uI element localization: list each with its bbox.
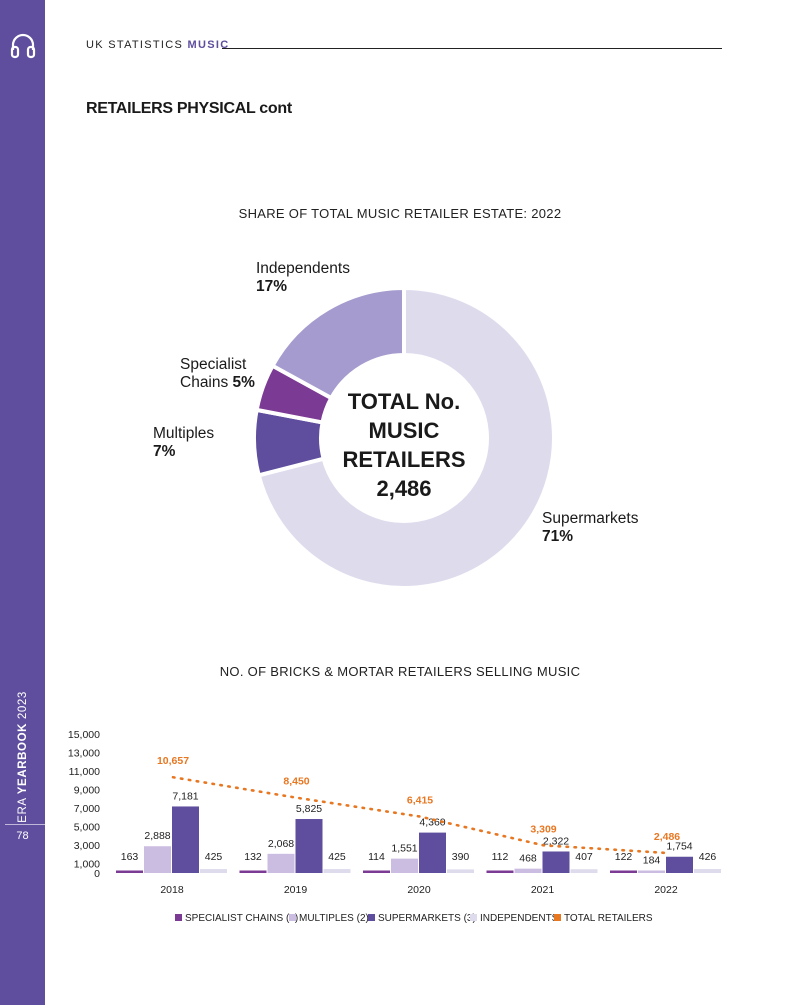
bar-value-label: 7,181 bbox=[172, 790, 198, 802]
bar-value-label: 2,068 bbox=[268, 838, 294, 850]
legend-label-specialist: SPECIALIST CHAINS (1) bbox=[185, 913, 298, 924]
bar-value-label: 4,360 bbox=[419, 817, 445, 829]
bar-supermarkets-2019 bbox=[295, 819, 323, 873]
bar-multiples-2021 bbox=[514, 868, 542, 873]
header-prefix: UK STATISTICS bbox=[86, 39, 184, 51]
bar-value-label: 1,551 bbox=[391, 843, 417, 855]
y-tick-label: 9,000 bbox=[74, 785, 100, 797]
total-retailers-label: 10,657 bbox=[157, 755, 189, 767]
y-tick-label: 15,000 bbox=[68, 729, 100, 741]
bar-independents-2018 bbox=[200, 869, 227, 873]
bar-value-label: 112 bbox=[492, 851, 509, 863]
donut-label-specialist: Chains 5% bbox=[180, 374, 255, 391]
donut-center-line: 2,486 bbox=[376, 476, 431, 501]
x-tick-label: 2020 bbox=[407, 884, 431, 896]
legend-swatch-independents bbox=[470, 914, 477, 921]
bar-specialist-2022 bbox=[610, 870, 637, 873]
bar-multiples-2018 bbox=[144, 846, 171, 873]
bar-independents-2019 bbox=[323, 869, 351, 873]
legend-swatch-multiples bbox=[289, 914, 296, 921]
bar-multiples-2020 bbox=[391, 858, 418, 873]
donut-center-line: MUSIC bbox=[369, 418, 440, 443]
bar-value-label: 425 bbox=[328, 851, 346, 863]
legend-label-supermarkets: SUPERMARKETS (3) bbox=[378, 913, 476, 924]
total-retailers-line bbox=[171, 775, 669, 855]
y-tick-label: 7,000 bbox=[74, 803, 100, 815]
donut-center-line: RETAILERS bbox=[342, 447, 465, 472]
total-retailers-label: 6,415 bbox=[407, 795, 433, 807]
header-section: MUSIC bbox=[187, 39, 230, 51]
legend-swatch-total bbox=[554, 914, 561, 921]
bar-specialist-2021 bbox=[486, 870, 514, 873]
page-header: UK STATISTICS MUSIC bbox=[86, 39, 229, 51]
legend-label-total: TOTAL RETAILERS bbox=[564, 913, 653, 924]
y-tick-label: 1,000 bbox=[74, 859, 100, 871]
donut-label-specialist: Specialist bbox=[180, 356, 247, 373]
bar-value-label: 425 bbox=[205, 851, 223, 863]
bar-value-label: 1,754 bbox=[666, 841, 692, 853]
bar-value-label: 426 bbox=[699, 851, 717, 863]
donut-chart-title: SHARE OF TOTAL MUSIC RETAILER ESTATE: 20… bbox=[238, 206, 562, 221]
bar-chart-title: NO. OF BRICKS & MORTAR RETAILERS SELLING… bbox=[219, 664, 581, 679]
donut-percent-independents: 17% bbox=[256, 278, 287, 295]
legend-swatch-supermarkets bbox=[368, 914, 375, 921]
donut-chart: TOTAL No. MUSIC RETAILERS 2,486 Independents… bbox=[153, 260, 639, 590]
bar-value-label: 122 bbox=[615, 851, 633, 863]
bar-supermarkets-2021 bbox=[542, 851, 570, 873]
donut-center-line: TOTAL No. bbox=[348, 389, 460, 414]
bar-value-label: 114 bbox=[368, 851, 385, 863]
total-retailers-label: 3,309 bbox=[530, 823, 556, 835]
donut-label-multiples: Multiples bbox=[153, 425, 214, 442]
y-tick-label: 5,000 bbox=[74, 822, 100, 834]
bar-value-label: 468 bbox=[519, 853, 537, 865]
bar-value-label: 407 bbox=[575, 851, 593, 863]
total-retailers-label: 8,450 bbox=[283, 776, 309, 788]
bar-value-label: 2,888 bbox=[144, 830, 170, 842]
y-tick-label: 11,000 bbox=[69, 766, 100, 778]
bar-value-label: 5,825 bbox=[296, 803, 322, 815]
donut-percent-supermarkets: 71% bbox=[542, 528, 573, 545]
bar-specialist-2018 bbox=[116, 870, 143, 873]
y-tick-label: 13,000 bbox=[68, 748, 100, 760]
legend-label-independents: INDEPENDENTS bbox=[480, 913, 559, 924]
bar-supermarkets-2022 bbox=[666, 856, 693, 873]
donut-slice-supermarkets bbox=[256, 285, 556, 590]
bar-independents-2020 bbox=[447, 869, 474, 873]
bar-multiples-2019 bbox=[267, 853, 295, 873]
bar-independents-2022 bbox=[694, 869, 721, 873]
bar-supermarkets-2020 bbox=[419, 832, 446, 873]
bar-value-label: 132 bbox=[244, 851, 262, 863]
x-tick-label: 2022 bbox=[654, 884, 678, 896]
x-tick-label: 2018 bbox=[160, 884, 184, 896]
x-tick-label: 2021 bbox=[531, 884, 555, 896]
page-title: RETAILERS PHYSICAL cont bbox=[86, 100, 292, 117]
total-retailers-label: 2,486 bbox=[654, 831, 680, 843]
donut-label-independents: Independents bbox=[256, 260, 350, 277]
donut-hole bbox=[322, 356, 486, 520]
sidebar: ERA YEARBOOK 2023 78 bbox=[0, 0, 45, 1005]
legend-label-multiples: MULTIPLES (2) bbox=[299, 913, 369, 924]
y-tick-label: 0 bbox=[94, 868, 100, 880]
legend-swatch-specialist bbox=[175, 914, 182, 921]
bar-value-label: 163 bbox=[121, 851, 139, 863]
bar-value-label: 184 bbox=[643, 855, 661, 867]
bar-specialist-2020 bbox=[363, 870, 390, 873]
header-rule bbox=[222, 48, 722, 49]
donut-percent-multiples: 7% bbox=[153, 443, 176, 460]
donut-label-supermarkets: Supermarkets bbox=[542, 510, 639, 527]
donut-slice-independents bbox=[269, 285, 406, 401]
bar-multiples-2022 bbox=[638, 870, 665, 873]
bar-value-label: 390 bbox=[452, 851, 470, 863]
bar-value-label: 2,322 bbox=[543, 835, 569, 847]
bar-specialist-2019 bbox=[239, 870, 267, 873]
page-number-rule bbox=[5, 824, 45, 825]
x-tick-label: 2019 bbox=[284, 884, 308, 896]
bar-independents-2021 bbox=[570, 869, 598, 873]
page-number: 78 bbox=[16, 830, 29, 842]
y-tick-label: 3,000 bbox=[74, 840, 100, 852]
bar-supermarkets-2018 bbox=[172, 806, 199, 873]
headphones-icon bbox=[10, 33, 36, 59]
